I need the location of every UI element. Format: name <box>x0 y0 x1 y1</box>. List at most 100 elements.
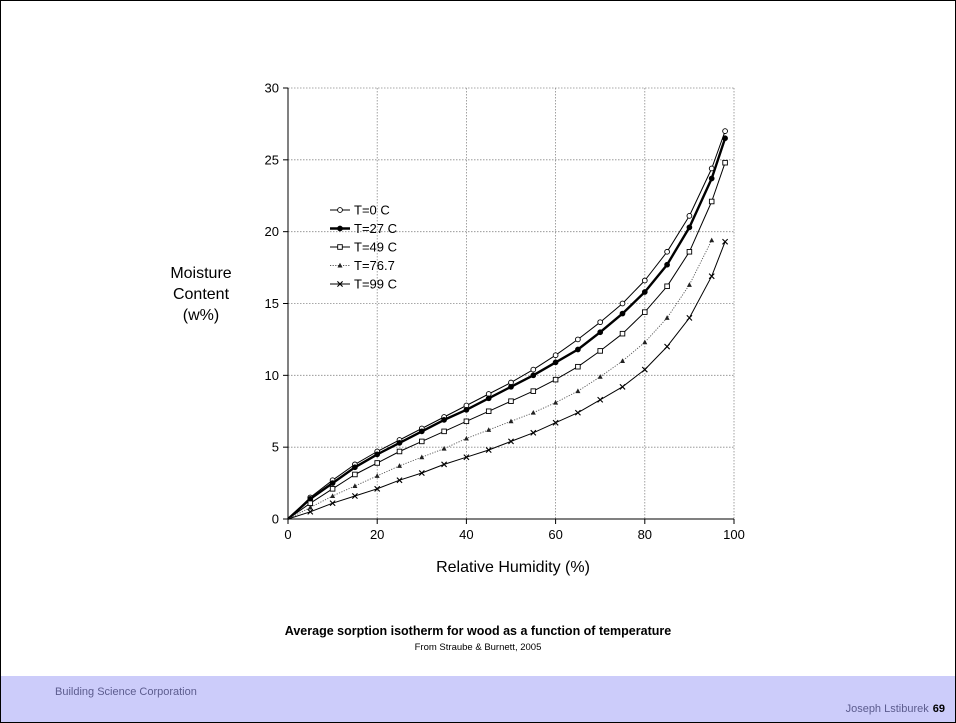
data-point <box>552 352 559 359</box>
x-tick-label: 100 <box>723 527 745 542</box>
data-point <box>619 330 626 337</box>
series-5 <box>287 238 729 520</box>
data-point <box>664 248 670 255</box>
data-point <box>575 363 581 370</box>
legend-label: T=49 C <box>354 240 397 255</box>
data-point <box>530 388 537 394</box>
footer-bar: Building Science Corporation Joseph Lsti… <box>1 676 955 722</box>
legend-marker <box>337 244 343 250</box>
page-number: 69 <box>932 703 945 715</box>
data-point <box>530 409 536 415</box>
legend-item: T=0 C <box>330 203 390 218</box>
data-point <box>508 398 514 404</box>
data-point <box>530 366 537 373</box>
x-tick-label: 40 <box>459 527 473 542</box>
footer-author: Joseph Lstiburek <box>845 703 929 715</box>
figure-caption: Average sorption isotherm for wood as a … <box>284 624 672 638</box>
data-point <box>664 261 670 268</box>
x-axis-label: Relative Humidity (%) <box>436 559 590 576</box>
series-2 <box>287 135 728 520</box>
data-point <box>597 348 603 354</box>
data-point <box>722 135 728 142</box>
data-point <box>597 319 604 326</box>
data-point <box>352 483 358 488</box>
data-point <box>708 175 715 182</box>
data-point <box>374 451 381 458</box>
y-axis-label: Moisture Content (w%) <box>153 263 249 326</box>
y-tick-label: 15 <box>265 296 279 311</box>
data-point <box>642 339 648 345</box>
data-point <box>641 277 648 284</box>
y-tick-label: 0 <box>272 512 279 527</box>
data-point <box>485 408 492 415</box>
data-point <box>419 454 425 460</box>
data-point <box>686 213 693 219</box>
data-point <box>441 445 447 451</box>
y-axis-label-line-3: (w%) <box>182 307 220 324</box>
data-point <box>708 198 715 205</box>
legend: T=0 C T=27 C T=49 C T=76.7 T=99 C <box>330 203 397 292</box>
data-point <box>463 435 469 441</box>
data-point <box>329 500 336 507</box>
data-point <box>374 485 381 492</box>
figure-source: From Straube & Burnett, 2005 <box>414 642 542 653</box>
footer-organization: Building Science Corporation <box>55 686 197 698</box>
y-tick-label: 5 <box>272 440 279 455</box>
data-point <box>508 438 514 445</box>
data-point <box>597 374 603 379</box>
legend-item: T=49 C <box>330 240 397 255</box>
data-point <box>686 282 692 287</box>
data-point <box>722 159 728 166</box>
data-point <box>463 418 470 425</box>
data-point <box>574 409 581 416</box>
data-point <box>686 224 693 231</box>
legend-label: T=27 C <box>354 221 397 236</box>
data-point <box>329 480 336 486</box>
data-point <box>642 309 648 315</box>
data-point <box>619 310 626 317</box>
y-tick-label: 10 <box>265 368 279 383</box>
data-point <box>418 428 425 435</box>
data-point <box>708 273 715 280</box>
y-tick-label: 25 <box>265 152 279 167</box>
y-axis-label-line-1: Moisture <box>170 265 232 282</box>
data-point <box>463 406 470 413</box>
data-point <box>722 128 728 134</box>
data-point <box>441 461 448 468</box>
legend-item: T=27 C <box>330 221 397 236</box>
data-point <box>508 418 514 424</box>
series-line <box>287 240 713 520</box>
legend-label: T=76.7 <box>354 258 395 273</box>
data-point <box>418 470 425 477</box>
data-point <box>351 493 358 500</box>
data-point <box>709 237 715 243</box>
data-point <box>619 383 626 390</box>
data-point <box>575 336 581 343</box>
data-point <box>485 395 492 402</box>
data-point <box>530 429 537 436</box>
data-point <box>374 473 380 478</box>
data-point <box>486 427 492 432</box>
data-point <box>575 388 581 394</box>
data-point <box>597 329 604 336</box>
data-point <box>396 448 403 455</box>
x-tick-label: 0 <box>284 527 291 542</box>
y-axis-label-line-2: Content <box>172 286 230 303</box>
data-point <box>664 315 670 320</box>
legend-label: T=0 C <box>354 203 390 218</box>
legend-marker <box>337 281 343 287</box>
data-point <box>530 372 537 379</box>
data-point <box>664 343 671 350</box>
x-tick-label: 80 <box>638 527 652 542</box>
data-point <box>552 376 559 383</box>
x-tick-label: 60 <box>548 527 562 542</box>
data-point <box>396 440 403 446</box>
y-tick-label: 20 <box>265 224 279 239</box>
y-tick-label: 30 <box>265 81 279 96</box>
data-point <box>508 383 514 390</box>
data-point <box>553 399 559 405</box>
data-point <box>641 366 648 373</box>
legend-marker <box>337 207 343 213</box>
legend-item: T=99 C <box>330 277 397 292</box>
data-point <box>463 454 470 461</box>
